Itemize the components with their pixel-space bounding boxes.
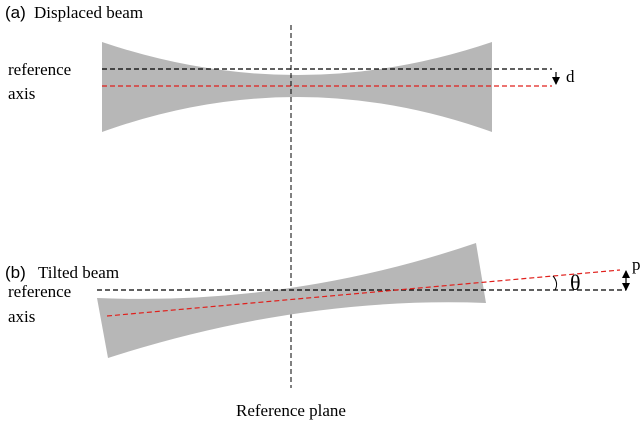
beam-axis-b — [106, 269, 621, 317]
plane-label: Reference plane — [236, 401, 346, 420]
axis-label: reference — [8, 282, 71, 301]
panel-tag: (a) — [5, 3, 26, 22]
panel-title: Displaced beam — [34, 3, 143, 22]
panel-tag: (b) — [5, 263, 26, 282]
offset-label: d — [566, 67, 575, 86]
offset-label: p — [632, 255, 641, 274]
panel-title: Tilted beam — [38, 263, 119, 282]
axis-label: axis — [8, 307, 35, 326]
angle-arc — [552, 275, 558, 291]
beam-a — [102, 42, 492, 132]
axis-label: reference — [8, 60, 71, 79]
axis-label: axis — [8, 84, 35, 103]
beam-b — [97, 243, 486, 358]
angle-label: θ — [570, 270, 581, 295]
